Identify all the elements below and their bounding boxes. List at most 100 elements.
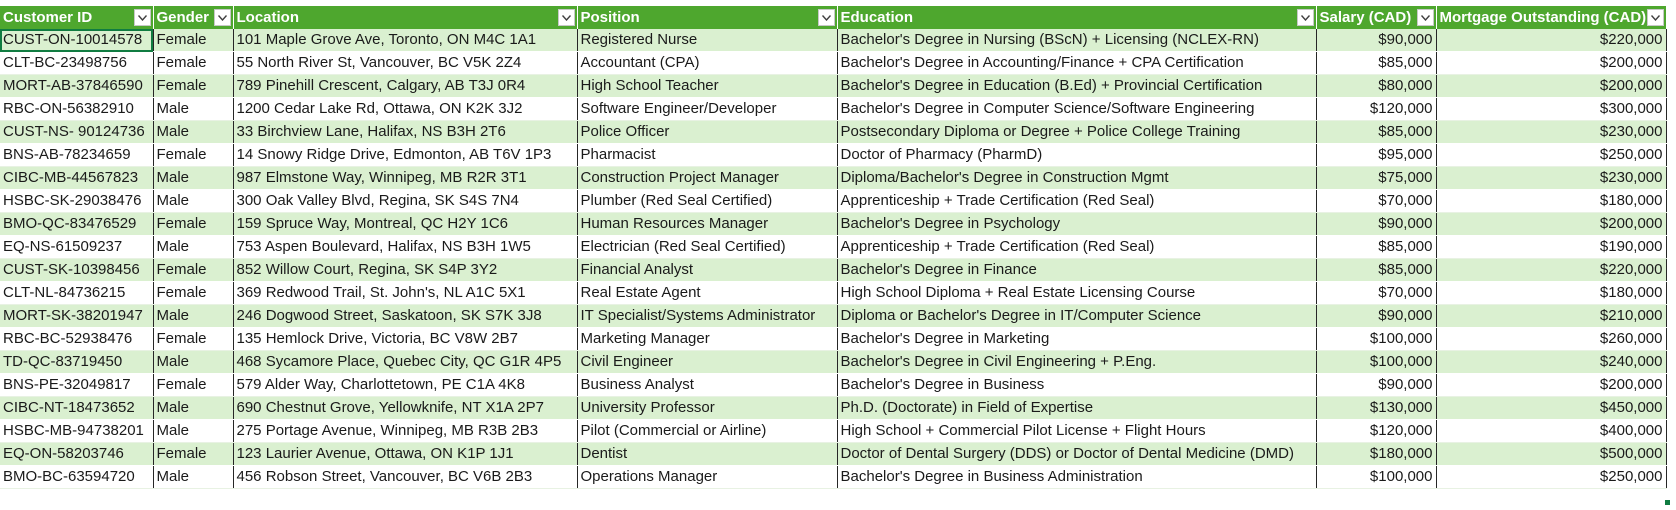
cell-location[interactable]: 753 Aspen Boulevard, Halifax, NS B3H 1W5 <box>233 235 578 260</box>
cell-gender[interactable]: Female <box>153 29 234 53</box>
cell-position[interactable]: Financial Analyst <box>577 258 838 283</box>
cell-location[interactable]: 123 Laurier Avenue, Ottawa, ON K1P 1J1 <box>233 442 578 467</box>
cell-mortgage[interactable]: $220,000 <box>1436 29 1667 53</box>
cell-gender[interactable]: Female <box>153 327 234 352</box>
cell-salary[interactable]: $180,000 <box>1316 442 1437 467</box>
cell-location[interactable]: 1200 Cedar Lake Rd, Ottawa, ON K2K 3J2 <box>233 97 578 122</box>
cell-position[interactable]: IT Specialist/Systems Administrator <box>577 304 838 329</box>
cell-salary[interactable]: $90,000 <box>1316 29 1437 53</box>
cell-mortgage[interactable]: $230,000 <box>1436 166 1667 191</box>
cell-position[interactable]: Registered Nurse <box>577 29 838 53</box>
cell-customer-id[interactable]: BMO-QC-83476529 <box>0 212 154 237</box>
cell-mortgage[interactable]: $240,000 <box>1436 350 1667 375</box>
cell-location[interactable]: 14 Snowy Ridge Drive, Edmonton, AB T6V 1… <box>233 143 578 168</box>
cell-customer-id[interactable]: MORT-SK-38201947 <box>0 304 154 329</box>
filter-dropdown-button[interactable] <box>213 9 231 26</box>
filter-dropdown-button[interactable] <box>817 9 835 26</box>
cell-customer-id[interactable]: TD-QC-83719450 <box>0 350 154 375</box>
cell-position[interactable]: Electrician (Red Seal Certified) <box>577 235 838 260</box>
cell-education[interactable]: Doctor of Dental Surgery (DDS) or Doctor… <box>837 442 1317 467</box>
cell-salary[interactable]: $85,000 <box>1316 120 1437 145</box>
cell-position[interactable]: Dentist <box>577 442 838 467</box>
cell-customer-id[interactable]: BNS-PE-32049817 <box>0 373 154 398</box>
cell-education[interactable]: High School Diploma + Real Estate Licens… <box>837 281 1317 306</box>
cell-customer-id[interactable]: RBC-BC-52938476 <box>0 327 154 352</box>
cell-customer-id[interactable]: HSBC-MB-94738201 <box>0 419 154 444</box>
filter-dropdown-button[interactable] <box>133 9 151 26</box>
cell-location[interactable]: 789 Pinehill Crescent, Calgary, AB T3J 0… <box>233 74 578 99</box>
cell-education[interactable]: Postsecondary Diploma or Degree + Police… <box>837 120 1317 145</box>
cell-location[interactable]: 275 Portage Avenue, Winnipeg, MB R3B 2B3 <box>233 419 578 444</box>
cell-customer-id[interactable]: CUST-NS- 90124736 <box>0 120 154 145</box>
cell-gender[interactable]: Male <box>153 465 234 490</box>
cell-position[interactable]: High School Teacher <box>577 74 838 99</box>
cell-education[interactable]: Bachelor's Degree in Marketing <box>837 327 1317 352</box>
filter-dropdown-button[interactable] <box>557 9 575 26</box>
cell-mortgage[interactable]: $250,000 <box>1436 465 1667 490</box>
cell-customer-id[interactable]: CIBC-MB-44567823 <box>0 166 154 191</box>
cell-salary[interactable]: $80,000 <box>1316 74 1437 99</box>
cell-gender[interactable]: Male <box>153 166 234 191</box>
cell-salary[interactable]: $85,000 <box>1316 258 1437 283</box>
cell-salary[interactable]: $90,000 <box>1316 373 1437 398</box>
cell-salary[interactable]: $75,000 <box>1316 166 1437 191</box>
cell-customer-id[interactable]: CLT-NL-84736215 <box>0 281 154 306</box>
cell-position[interactable]: Operations Manager <box>577 465 838 490</box>
filter-dropdown-button[interactable] <box>1646 9 1664 26</box>
cell-education[interactable]: Bachelor's Degree in Psychology <box>837 212 1317 237</box>
cell-gender[interactable]: Male <box>153 304 234 329</box>
cell-mortgage[interactable]: $180,000 <box>1436 189 1667 214</box>
cell-gender[interactable]: Female <box>153 442 234 467</box>
column-header-mortgage[interactable]: Mortgage Outstanding (CAD) <box>1436 6 1667 29</box>
cell-customer-id[interactable]: RBC-ON-56382910 <box>0 97 154 122</box>
cell-location[interactable]: 101 Maple Grove Ave, Toronto, ON M4C 1A1 <box>233 29 578 53</box>
cell-salary[interactable]: $100,000 <box>1316 327 1437 352</box>
cell-gender[interactable]: Male <box>153 350 234 375</box>
cell-education[interactable]: Bachelor's Degree in Business <box>837 373 1317 398</box>
cell-mortgage[interactable]: $450,000 <box>1436 396 1667 421</box>
cell-gender[interactable]: Male <box>153 97 234 122</box>
cell-position[interactable]: Real Estate Agent <box>577 281 838 306</box>
cell-position[interactable]: Pilot (Commercial or Airline) <box>577 419 838 444</box>
cell-education[interactable]: Bachelor's Degree in Education (B.Ed) + … <box>837 74 1317 99</box>
cell-salary[interactable]: $100,000 <box>1316 350 1437 375</box>
cell-education[interactable]: Doctor of Pharmacy (PharmD) <box>837 143 1317 168</box>
cell-position[interactable]: Marketing Manager <box>577 327 838 352</box>
cell-gender[interactable]: Male <box>153 419 234 444</box>
cell-gender[interactable]: Female <box>153 258 234 283</box>
cell-gender[interactable]: Male <box>153 396 234 421</box>
cell-salary[interactable]: $120,000 <box>1316 97 1437 122</box>
cell-salary[interactable]: $100,000 <box>1316 465 1437 490</box>
cell-salary[interactable]: $90,000 <box>1316 304 1437 329</box>
cell-location[interactable]: 159 Spruce Way, Montreal, QC H2Y 1C6 <box>233 212 578 237</box>
cell-education[interactable]: Bachelor's Degree in Computer Science/So… <box>837 97 1317 122</box>
column-header-customer-id[interactable]: Customer ID <box>0 6 154 29</box>
cell-position[interactable]: Police Officer <box>577 120 838 145</box>
cell-location[interactable]: 246 Dogwood Street, Saskatoon, SK S7K 3J… <box>233 304 578 329</box>
cell-location[interactable]: 33 Birchview Lane, Halifax, NS B3H 2T6 <box>233 120 578 145</box>
cell-gender[interactable]: Female <box>153 212 234 237</box>
cell-salary[interactable]: $85,000 <box>1316 51 1437 76</box>
cell-education[interactable]: Apprenticeship + Trade Certification (Re… <box>837 189 1317 214</box>
cell-position[interactable]: University Professor <box>577 396 838 421</box>
cell-customer-id[interactable]: BNS-AB-78234659 <box>0 143 154 168</box>
cell-position[interactable]: Human Resources Manager <box>577 212 838 237</box>
cell-customer-id[interactable]: CUST-ON-10014578 <box>0 29 154 53</box>
cell-position[interactable]: Civil Engineer <box>577 350 838 375</box>
cell-salary[interactable]: $120,000 <box>1316 419 1437 444</box>
column-header-salary[interactable]: Salary (CAD) <box>1316 6 1437 29</box>
cell-mortgage[interactable]: $300,000 <box>1436 97 1667 122</box>
cell-customer-id[interactable]: EQ-ON-58203746 <box>0 442 154 467</box>
cell-mortgage[interactable]: $200,000 <box>1436 373 1667 398</box>
cell-location[interactable]: 55 North River St, Vancouver, BC V5K 2Z4 <box>233 51 578 76</box>
cell-location[interactable]: 135 Hemlock Drive, Victoria, BC V8W 2B7 <box>233 327 578 352</box>
cell-education[interactable]: Bachelor's Degree in Finance <box>837 258 1317 283</box>
cell-mortgage[interactable]: $500,000 <box>1436 442 1667 467</box>
cell-education[interactable]: Diploma or Bachelor's Degree in IT/Compu… <box>837 304 1317 329</box>
cell-gender[interactable]: Female <box>153 74 234 99</box>
cell-mortgage[interactable]: $230,000 <box>1436 120 1667 145</box>
cell-customer-id[interactable]: CLT-BC-23498756 <box>0 51 154 76</box>
cell-gender[interactable]: Female <box>153 373 234 398</box>
cell-mortgage[interactable]: $180,000 <box>1436 281 1667 306</box>
cell-position[interactable]: Accountant (CPA) <box>577 51 838 76</box>
